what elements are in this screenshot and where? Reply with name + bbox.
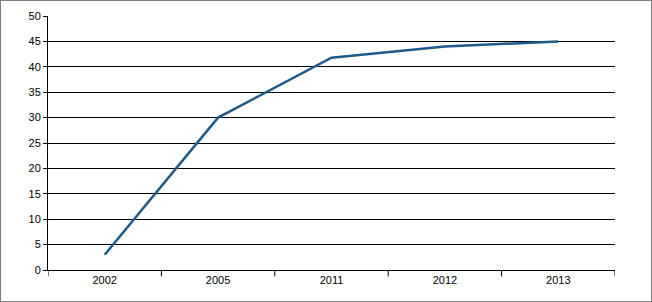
svg-text:45: 45 xyxy=(29,35,41,47)
svg-text:2002: 2002 xyxy=(92,274,116,286)
svg-text:15: 15 xyxy=(29,188,41,200)
svg-text:20: 20 xyxy=(29,162,41,174)
svg-text:2011: 2011 xyxy=(320,274,344,286)
svg-text:2013: 2013 xyxy=(546,274,570,286)
svg-text:2005: 2005 xyxy=(206,274,230,286)
svg-text:25: 25 xyxy=(29,137,41,149)
svg-text:0: 0 xyxy=(35,264,41,276)
svg-text:30: 30 xyxy=(29,111,41,123)
svg-text:10: 10 xyxy=(29,213,41,225)
svg-text:50: 50 xyxy=(29,10,41,22)
svg-text:35: 35 xyxy=(29,86,41,98)
svg-text:2012: 2012 xyxy=(433,274,457,286)
svg-text:5: 5 xyxy=(35,238,41,250)
svg-text:40: 40 xyxy=(29,61,41,73)
